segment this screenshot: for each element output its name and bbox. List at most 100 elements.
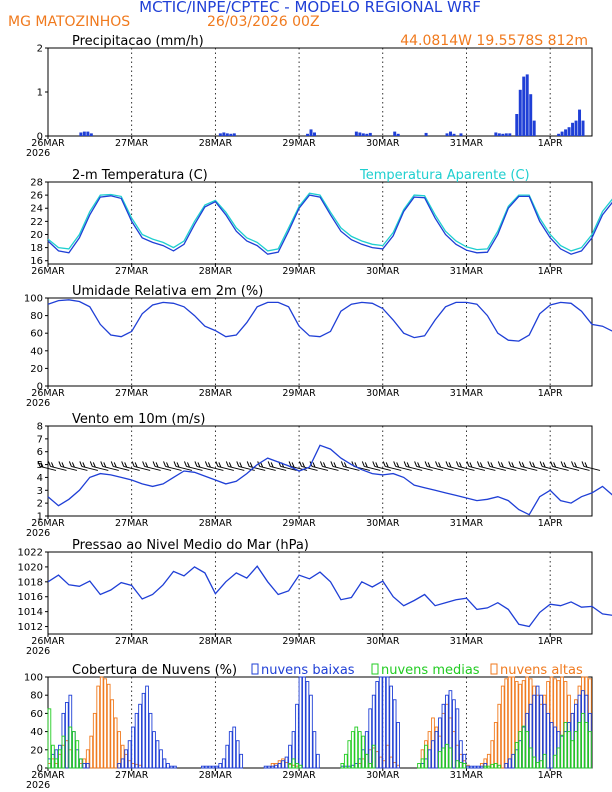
plot-frame (47, 425, 593, 517)
cloud-bar-high (106, 683, 111, 769)
cloud-bar-mid (445, 743, 449, 769)
wind-barb-flag (100, 461, 104, 467)
wind-barb-flag (553, 462, 557, 468)
x-tick-label: 30MAR (366, 388, 400, 399)
x-year-label: 2026 (26, 646, 50, 657)
cloud-bar-mid (420, 758, 425, 769)
precip-bar (525, 74, 529, 136)
precip-bar (82, 131, 86, 136)
cloud-bar-high (497, 703, 502, 769)
series-apparent-temp (47, 192, 612, 252)
cloud-bar-mid (54, 758, 59, 769)
cloud-bar-low (134, 712, 139, 769)
wind-barb-flag (438, 462, 441, 468)
wind-barb-flag (417, 462, 421, 468)
wind-barb-flag (343, 462, 347, 468)
cloud-bar-high (504, 678, 509, 769)
precip-bar (522, 76, 526, 136)
x-tick-label: 26MAR (31, 388, 65, 399)
cloud-bar-low (396, 722, 400, 769)
x-tick-label: 28MAR (199, 138, 233, 149)
cloud-bar-low (85, 763, 90, 769)
precip-bar (532, 120, 536, 136)
cloud-bar-low (211, 765, 216, 769)
cloud-bar-mid (521, 725, 526, 769)
plot-frame (47, 181, 593, 265)
cloud-bar-low (235, 740, 240, 769)
wind-barb-flag (40, 462, 44, 468)
cloud-bar-mid (357, 731, 362, 769)
cloud-bar-mid (584, 722, 589, 769)
x-tick-label: 27MAR (115, 266, 149, 277)
x-tick-label: 31MAR (450, 636, 484, 647)
wind-barb-flag (427, 462, 431, 468)
cloud-bar-mid (291, 758, 296, 769)
cloud-bar-low (431, 740, 435, 769)
precip-bar (79, 132, 83, 136)
cloud-bar-low (270, 765, 275, 769)
cloud-bar-low (504, 763, 509, 769)
legend-box-2 (490, 663, 498, 675)
cloud-bar-mid (368, 763, 373, 769)
wind-barb-flag (225, 461, 229, 467)
wind-barb-flag (584, 462, 588, 468)
precip-bar (497, 133, 501, 136)
y-tick-label: 60 (30, 329, 43, 340)
cloud-bar-low (549, 722, 554, 769)
legend-label-2: nuvens altas (500, 663, 583, 678)
wind-barb-flag (228, 462, 232, 468)
cloud-bar-mid (535, 762, 540, 769)
x-tick-label: 30MAR (366, 138, 400, 149)
cloud-bar-mid (574, 731, 578, 769)
precip-bar (574, 120, 578, 136)
wind-barb-flag (393, 461, 397, 467)
x-tick-label: 31MAR (450, 266, 484, 277)
wind-barb-flag (82, 462, 86, 468)
cloud-bar-low (427, 749, 432, 769)
wind-barb-flag (236, 461, 240, 467)
cloud-bar-low (152, 731, 156, 769)
y-tick-label: 4 (37, 473, 43, 484)
cloud-bar-low (141, 692, 146, 769)
cloud-bar-low (120, 758, 125, 769)
cloud-bar-mid (58, 749, 62, 769)
x-tick-label: 26MAR (31, 770, 65, 781)
wind-barb-flag (124, 462, 128, 468)
cloud-bar-high (92, 712, 97, 769)
precip-bar (581, 120, 585, 136)
panel-precip: 26MAR 27MAR 28MAR 29MAR 30MAR 31MAR 1APR 2026 0 1… (26, 34, 593, 159)
y-tick-label: 1020 (18, 562, 43, 573)
wind-barb-flag (207, 462, 211, 468)
cloud-bar-mid (340, 763, 345, 769)
wind-barb-flag (385, 462, 389, 468)
cloud-bar-mid (61, 735, 66, 769)
plot-frame (47, 551, 593, 635)
cloud-bar-low (162, 758, 167, 769)
cloud-bar-high (113, 717, 118, 769)
precip-bar (557, 133, 561, 136)
cloud-bar-low (124, 749, 128, 769)
wind-barb-flag (51, 462, 54, 468)
chart-title: Precipitacao (mm/h) (72, 34, 204, 49)
x-tick-label: 29MAR (282, 636, 316, 647)
wind-barb-flag (173, 461, 177, 467)
cloud-bar-high (89, 735, 94, 769)
cloud-bar-mid (486, 765, 491, 769)
y-tick-label: 80 (30, 311, 43, 322)
panel-slp: 26MAR 27MAR 28MAR 29MAR 30MAR 31MAR 1APR 2026 10… (18, 538, 612, 657)
series-slp (47, 565, 612, 628)
wind-barb-flag (61, 462, 65, 468)
precip-bar (449, 131, 452, 136)
wind-barb-flag (163, 461, 167, 467)
y-tick-label: 2 (37, 499, 43, 510)
cloud-bar-low (312, 731, 317, 769)
precip-bar (508, 133, 512, 136)
precip-bar (529, 94, 533, 136)
cloud-bar-mid (563, 722, 568, 769)
plot-frame (47, 676, 593, 769)
x-tick-label: 1APR (538, 518, 563, 529)
wind-barb-flag (197, 462, 201, 468)
y-tick-label: 100 (24, 294, 43, 305)
cloud-bar-mid (350, 731, 355, 769)
cloud-bar-low (392, 699, 397, 769)
